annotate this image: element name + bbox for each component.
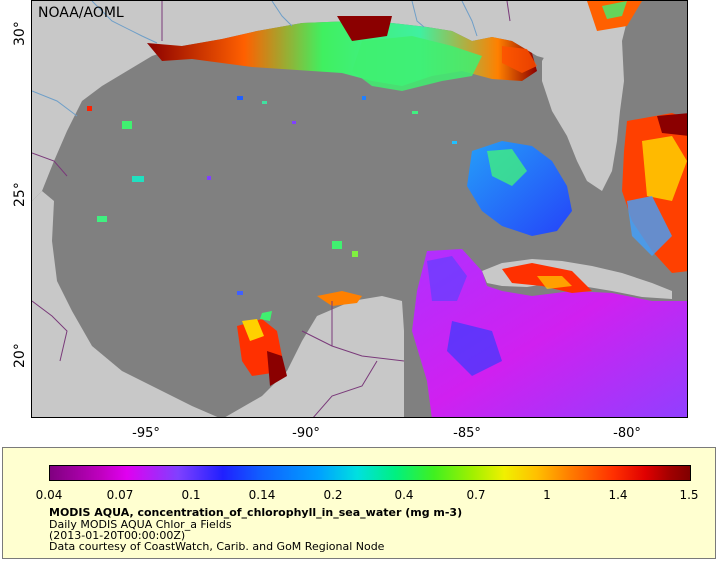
map-canvas [32,1,687,417]
florida-land [542,1,687,191]
colorbar-tick: 0.07 [106,488,134,502]
chlorophyll-map: NOAA/AOML [31,0,688,418]
colorbar-tick: 0.14 [248,488,276,502]
political-borders [32,1,511,417]
caribbean-bloom [412,249,687,417]
colorbar-tick: 0.04 [35,488,63,502]
lat-label-25: 25° [12,182,28,207]
legend-panel: 0.04 0.07 0.1 0.14 0.2 0.4 0.7 1 1.4 1.5… [2,447,716,559]
colorbar-tick: 0.4 [394,488,414,502]
lat-label-20: 20° [12,343,28,368]
lon-label-85: -85° [453,426,481,441]
colorbar-tick: 1.5 [679,488,699,502]
us-land [32,1,592,201]
colorbar-tick: 0.2 [323,488,343,502]
legend-time: (2013-01-20T00:00:00Z) [49,529,186,542]
mexico-land [32,191,218,417]
florida-shelf-bloom [467,141,572,236]
colorbar-tick: 1 [543,488,551,502]
colorbar-tick: 0.7 [466,488,486,502]
colorbar [49,465,691,481]
map-credit: NOAA/AOML [38,5,124,21]
lon-label-95: -95° [132,426,160,441]
lon-label-90: -90° [292,426,320,441]
legend-variable: MODIS AQUA, concentration_of_chlorophyll… [49,506,463,519]
lat-label-30: 30° [12,21,28,46]
legend-courtesy: Data courtesy of CoastWatch, Carib. and … [49,540,385,553]
rivers [32,1,478,117]
lon-label-80: -80° [613,426,641,441]
colorbar-tick: 1.4 [608,488,628,502]
legend-dataset: Daily MODIS AQUA Chlor_a Fields [49,518,232,531]
colorbar-tick: 0.1 [181,488,201,502]
scattered-specks [87,96,457,295]
